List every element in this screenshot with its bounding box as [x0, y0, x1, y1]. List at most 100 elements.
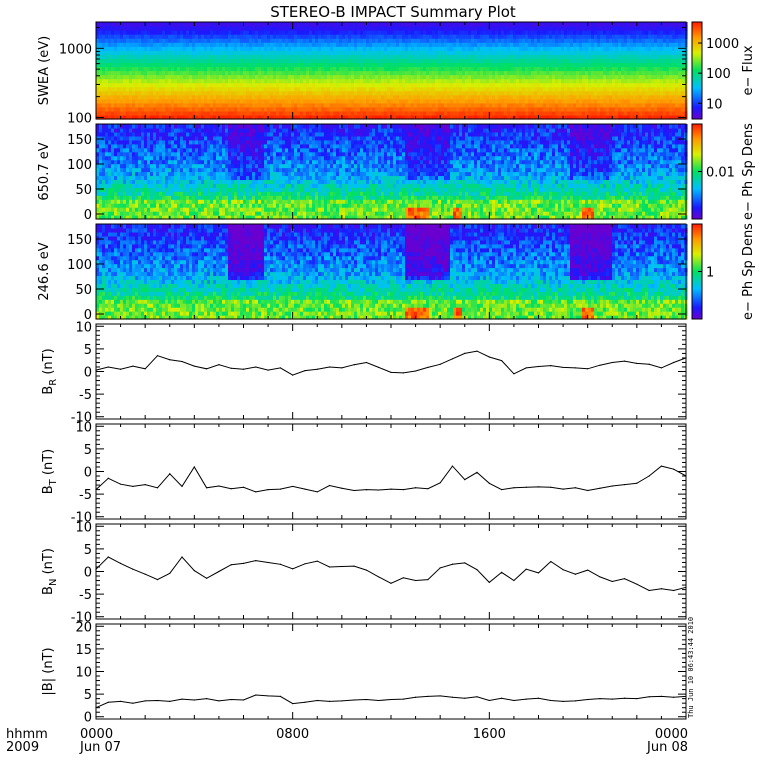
heatmap-cell	[426, 74, 430, 80]
heatmap-cell	[459, 110, 463, 116]
heatmap-cell	[366, 54, 370, 59]
heatmap-cell	[576, 34, 580, 39]
heatmap-cell	[450, 54, 454, 59]
heatmap-cell	[330, 58, 334, 64]
heatmap-cell	[111, 34, 115, 39]
heatmap-cell	[180, 106, 184, 112]
heatmap-cell	[312, 90, 316, 96]
heatmap-cell	[189, 66, 193, 72]
heatmap-cell	[417, 94, 421, 100]
heatmap-cell	[168, 46, 172, 51]
heatmap-cell	[402, 114, 406, 120]
heatmap-cell	[309, 106, 313, 112]
heatmap-cell	[357, 102, 361, 108]
heatmap-cell	[561, 102, 565, 108]
heatmap-cell	[483, 66, 487, 72]
heatmap-cell	[606, 42, 610, 47]
heatmap-cell	[507, 106, 511, 112]
heatmap-cell	[105, 82, 109, 88]
heatmap-cell	[600, 94, 604, 100]
heatmap-cell	[621, 82, 625, 88]
heatmap-cell	[372, 82, 376, 88]
heatmap-cell	[306, 58, 310, 64]
heatmap-cell	[375, 66, 379, 72]
heatmap-cell	[540, 98, 544, 104]
heatmap-cell	[495, 30, 499, 35]
heatmap-cell	[249, 110, 253, 116]
heatmap-cell	[192, 78, 196, 84]
heatmap-cell	[534, 94, 538, 100]
heatmap-cell	[333, 106, 337, 112]
heatmap-cell	[129, 82, 133, 88]
heatmap-cell	[213, 66, 217, 72]
heatmap-cell	[132, 54, 136, 59]
heatmap-cell	[516, 42, 520, 47]
heatmap-cell	[264, 78, 268, 84]
heatmap-cell	[462, 86, 466, 92]
heatmap-cell	[483, 34, 487, 39]
heatmap-cell	[447, 42, 451, 47]
heatmap-cell	[597, 74, 601, 80]
heatmap-cell	[201, 94, 205, 100]
heatmap-cell	[255, 114, 259, 120]
heatmap-cell	[129, 22, 133, 27]
heatmap-cell	[531, 34, 535, 39]
heatmap-cell	[591, 66, 595, 72]
heatmap-cell	[318, 38, 322, 43]
heatmap-cell	[384, 90, 388, 96]
heatmap-cell	[120, 54, 124, 59]
heatmap-cell	[159, 42, 163, 47]
heatmap-cell	[111, 86, 115, 92]
heatmap-cell	[597, 110, 601, 116]
heatmap-cell	[411, 82, 415, 88]
heatmap-cell	[597, 54, 601, 59]
heatmap-cell	[570, 50, 574, 55]
heatmap-cell	[198, 106, 202, 112]
heatmap-cell	[279, 82, 283, 88]
heatmap-cell	[135, 98, 139, 104]
heatmap-cell	[480, 50, 484, 55]
heatmap-cell	[621, 102, 625, 108]
heatmap-cell	[159, 22, 163, 27]
heatmap-cell	[516, 78, 520, 84]
heatmap-cell	[465, 26, 469, 31]
heatmap-cell	[489, 22, 493, 27]
heatmap-cell	[123, 86, 127, 92]
heatmap-cell	[414, 50, 418, 55]
heatmap-cell	[279, 30, 283, 35]
heatmap-cell	[198, 42, 202, 47]
heatmap-cell	[153, 78, 157, 84]
heatmap-cell	[489, 38, 493, 43]
heatmap-cell	[426, 50, 430, 55]
heatmap-cell	[141, 102, 145, 108]
heatmap-cell	[288, 38, 292, 43]
heatmap-cell	[585, 98, 589, 104]
heatmap-cell	[309, 98, 313, 104]
heatmap-cell	[471, 78, 475, 84]
heatmap-cell	[129, 38, 133, 43]
heatmap-cell	[612, 102, 616, 108]
heatmap-cell	[585, 102, 589, 108]
heatmap-cell	[510, 50, 514, 55]
heatmap-cell	[270, 58, 274, 64]
heatmap-cell	[249, 106, 253, 112]
heatmap-cell	[246, 110, 250, 116]
heatmap-cell	[243, 82, 247, 88]
heatmap-cell	[108, 42, 112, 47]
heatmap-cell	[252, 54, 256, 59]
heatmap-cell	[573, 34, 577, 39]
heatmap-cell	[300, 86, 304, 92]
heatmap-cell	[414, 30, 418, 35]
heatmap-cell	[336, 90, 340, 96]
heatmap-cell	[543, 26, 547, 31]
heatmap-cell	[369, 98, 373, 104]
heatmap-cell	[402, 62, 406, 68]
heatmap-cell	[237, 78, 241, 84]
heatmap-cell	[618, 58, 622, 64]
heatmap-cell	[360, 78, 364, 84]
heatmap-cell	[276, 30, 280, 35]
heatmap-cell	[351, 50, 355, 55]
heatmap-cell	[561, 70, 565, 76]
heatmap-cell	[387, 46, 391, 51]
heatmap-cell	[375, 106, 379, 112]
